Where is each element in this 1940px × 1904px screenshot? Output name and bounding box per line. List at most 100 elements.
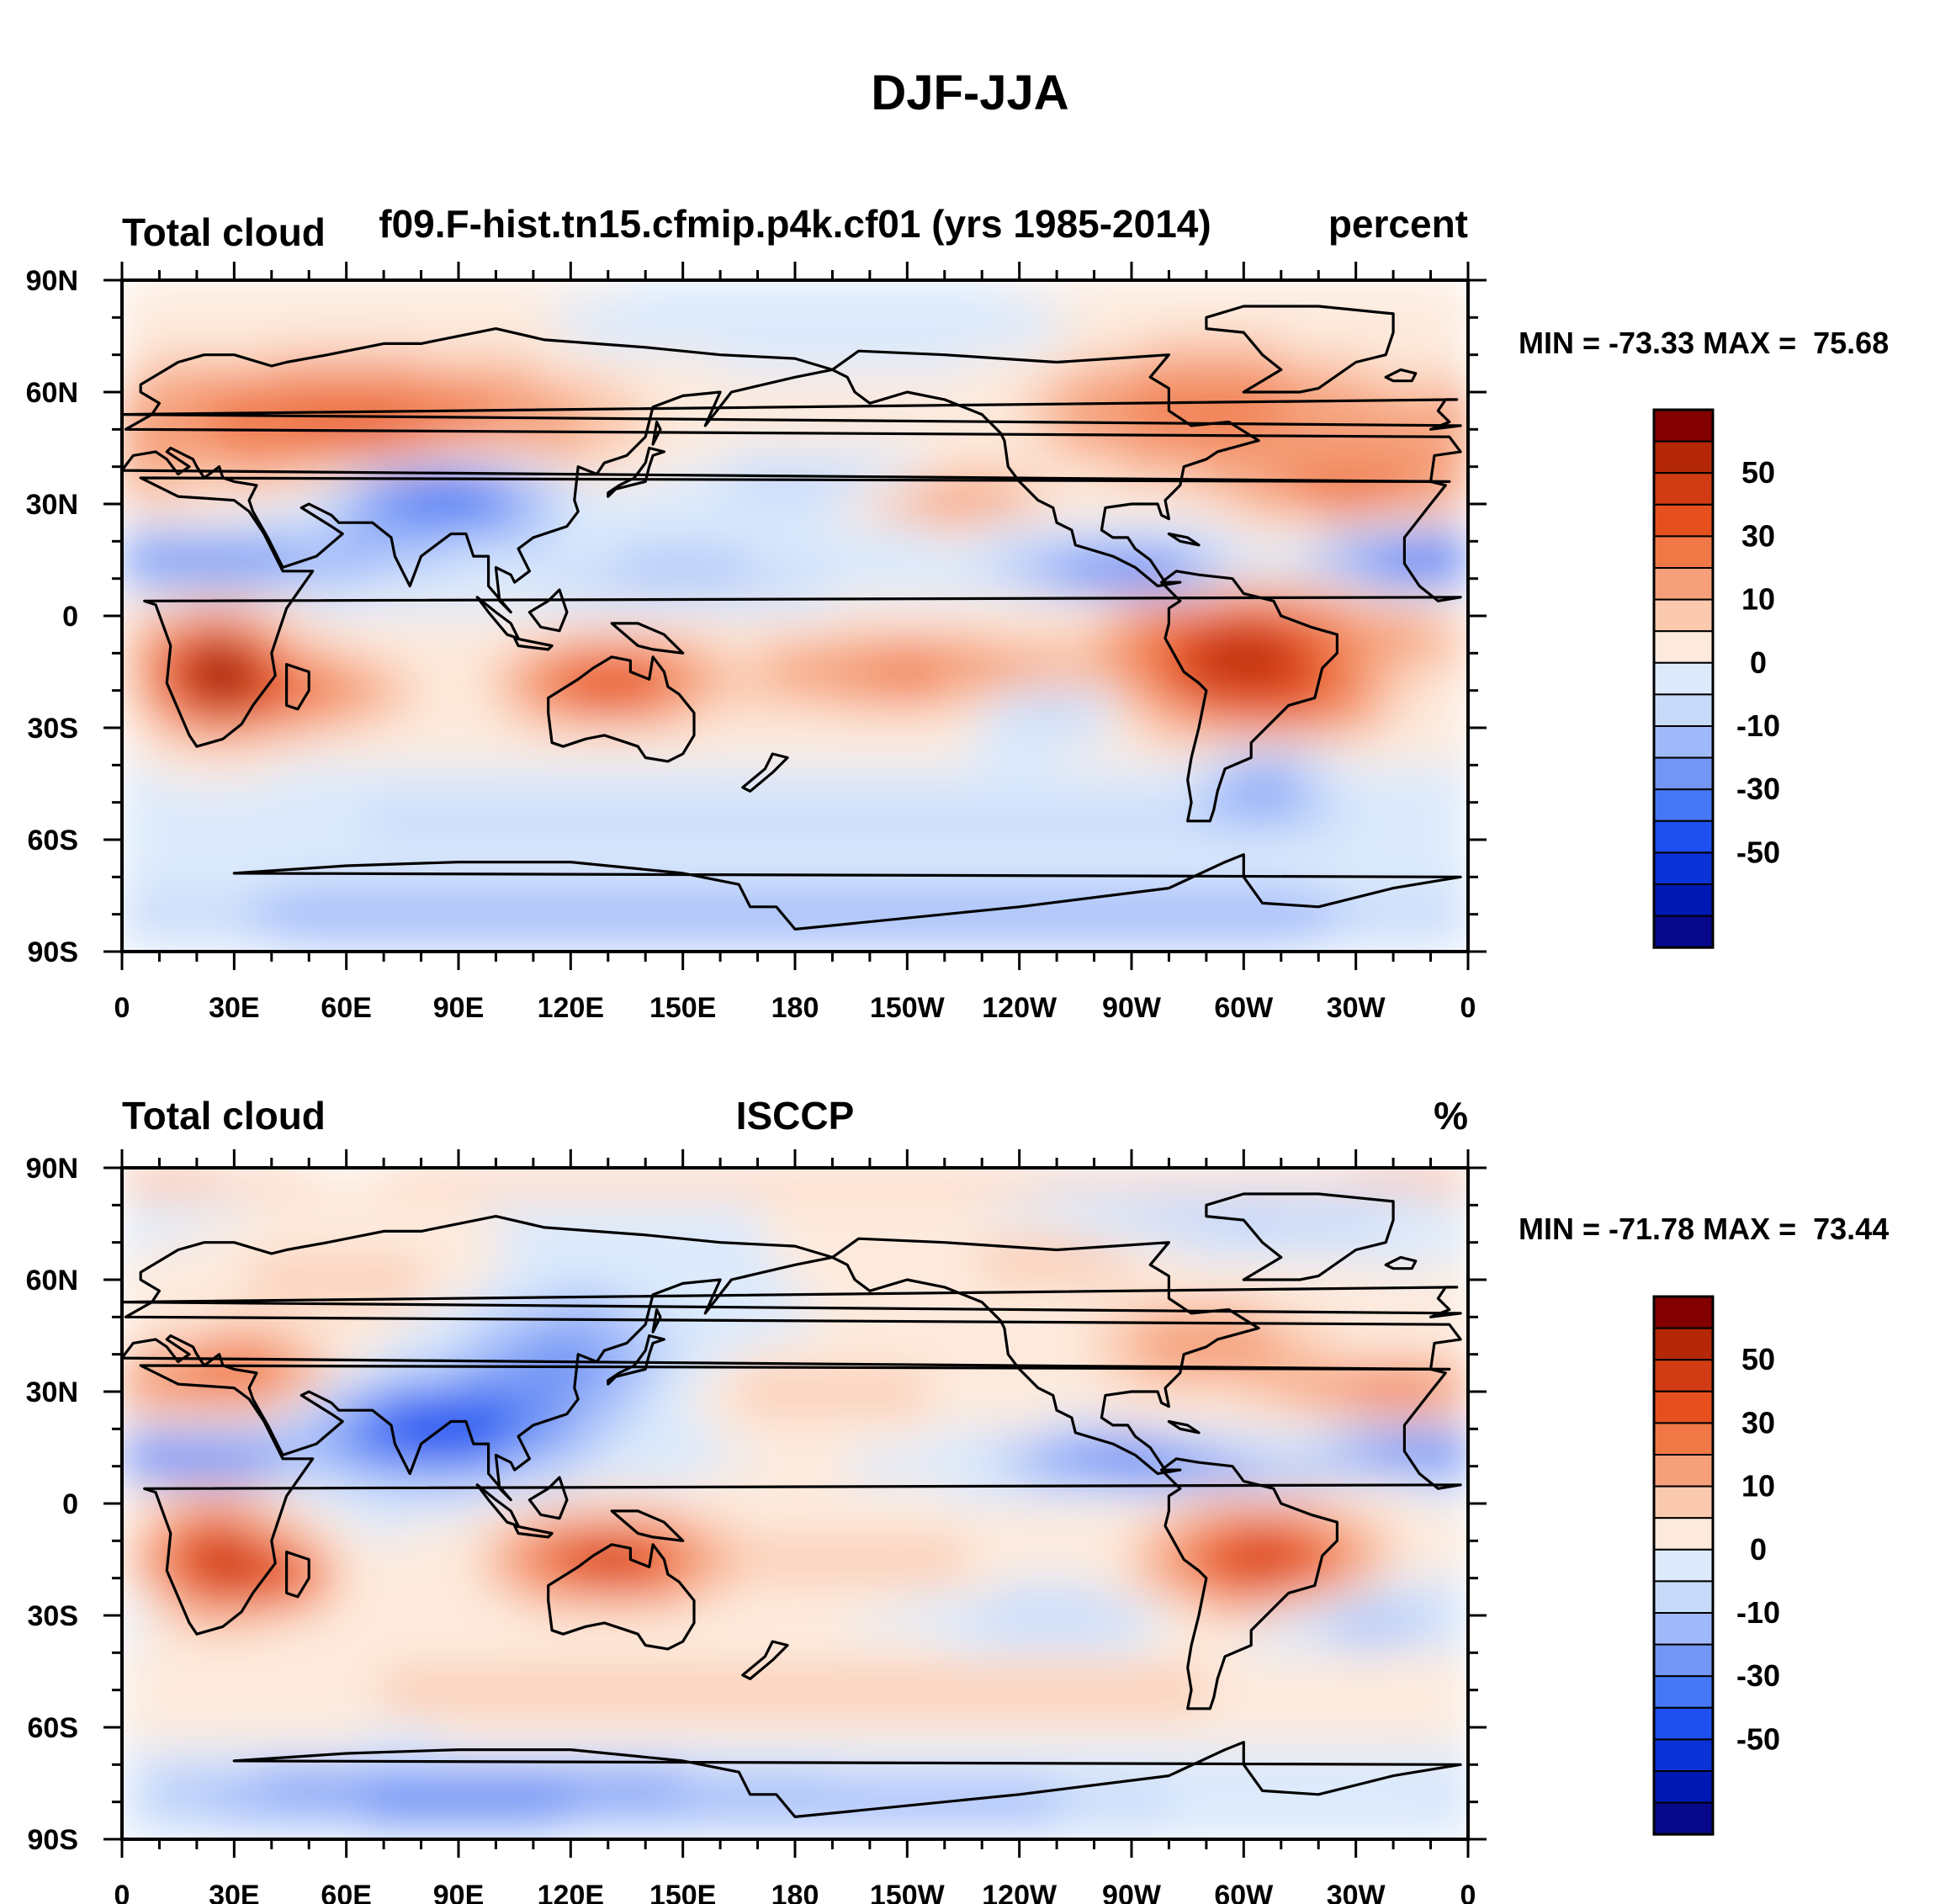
field-cell: [1374, 448, 1394, 468]
field-cell: [1412, 1708, 1432, 1728]
field-cell: [589, 1168, 609, 1187]
field-cell: [122, 746, 141, 766]
field-cell: [402, 1392, 422, 1411]
field-cell: [1449, 1559, 1468, 1579]
field-cell: [477, 336, 497, 356]
field-cell: [1318, 783, 1338, 803]
field-cell: [196, 820, 216, 841]
field-cell: [1300, 820, 1319, 841]
field-cell: [1075, 1559, 1095, 1579]
field-cell: [196, 634, 216, 654]
field-cell: [645, 1205, 665, 1225]
field-cell: [384, 560, 403, 580]
field-cell: [607, 783, 628, 803]
field-cell: [1374, 522, 1394, 542]
field-cell: [645, 1671, 665, 1691]
field-cell: [888, 1634, 908, 1653]
field-cell: [944, 1410, 964, 1429]
field-cell: [234, 1615, 254, 1635]
field-cell: [178, 1708, 198, 1728]
field-cell: [757, 1447, 777, 1467]
field-cell: [607, 1484, 628, 1504]
field-cell: [1412, 690, 1432, 710]
field-cell: [346, 1466, 366, 1486]
field-cell: [252, 317, 273, 337]
field-cell: [1355, 914, 1375, 934]
field-cell: [814, 1484, 834, 1504]
field-cell: [496, 1578, 516, 1598]
field-cell: [627, 485, 646, 505]
field-cell: [982, 1260, 1002, 1281]
figure-title: DJF-JJA: [871, 66, 1068, 120]
field-cell: [1057, 877, 1076, 897]
field-cell: [589, 1317, 609, 1337]
field-cell: [1243, 690, 1264, 710]
field-cell: [1057, 317, 1076, 337]
field-cell: [757, 1372, 777, 1392]
field-cell: [1374, 354, 1394, 374]
field-cell: [701, 1372, 721, 1392]
field-cell: [1337, 522, 1357, 542]
field-cell: [944, 541, 964, 561]
field-cell: [1393, 1410, 1413, 1429]
field-cell: [1318, 840, 1338, 859]
field-cell: [327, 1186, 347, 1206]
field-cell: [364, 541, 384, 561]
field-cell: [589, 504, 609, 523]
field-cell: [458, 1280, 478, 1299]
field-cell: [290, 1522, 310, 1541]
field-cell: [1262, 317, 1282, 337]
field-cell: [1393, 708, 1413, 729]
field-cell: [290, 1429, 310, 1449]
field-cell: [384, 914, 403, 934]
field-cell: [122, 783, 141, 803]
field-cell: [1337, 1578, 1357, 1598]
field-cell: [514, 671, 534, 692]
colorbar-box: [1653, 598, 1714, 633]
field-cell: [533, 578, 553, 598]
field-cell: [346, 1335, 366, 1355]
field-cell: [1393, 1447, 1413, 1467]
field-cell: [1300, 1671, 1319, 1691]
field-cell: [1206, 877, 1226, 897]
field-cell: [271, 1223, 291, 1244]
field-cell: [851, 1372, 871, 1392]
field-cell: [795, 504, 814, 523]
field-cell: [1206, 466, 1226, 486]
field-cell: [1337, 1223, 1357, 1244]
field-cell: [1430, 1596, 1450, 1616]
field-cell: [477, 1298, 497, 1318]
field-cell: [271, 522, 291, 542]
field-cell: [178, 802, 198, 822]
field-cell: [925, 1689, 946, 1710]
field-cell: [364, 1168, 384, 1187]
field-cell: [1187, 1484, 1207, 1504]
field-cell: [1374, 485, 1394, 505]
field-cell: [1374, 671, 1394, 692]
field-cell: [1150, 932, 1170, 952]
field-cell: [1355, 578, 1375, 598]
field-cell: [1280, 1392, 1301, 1411]
field-cell: [776, 522, 796, 542]
field-cell: [1300, 634, 1319, 654]
field-cell: [776, 1466, 796, 1486]
field-cell: [122, 1559, 141, 1579]
coastline: [1159, 570, 1339, 823]
field-cell: [1318, 1429, 1338, 1449]
field-cell: [458, 783, 478, 803]
field-cell: [1449, 1541, 1468, 1561]
field-cell: [477, 1466, 497, 1486]
field-cell: [645, 317, 665, 337]
field-cell: [421, 653, 441, 673]
field-cell: [196, 746, 216, 766]
field-cell: [1075, 840, 1095, 859]
field-cell: [701, 671, 721, 692]
field-cell: [439, 354, 459, 374]
field-cell: [1300, 1186, 1319, 1206]
field-cell: [1150, 1596, 1170, 1616]
field-cell: [944, 1168, 964, 1187]
field-cell: [645, 541, 665, 561]
field-cell: [439, 1652, 459, 1673]
field-cell: [944, 1652, 964, 1673]
field-cell: [1150, 597, 1170, 617]
